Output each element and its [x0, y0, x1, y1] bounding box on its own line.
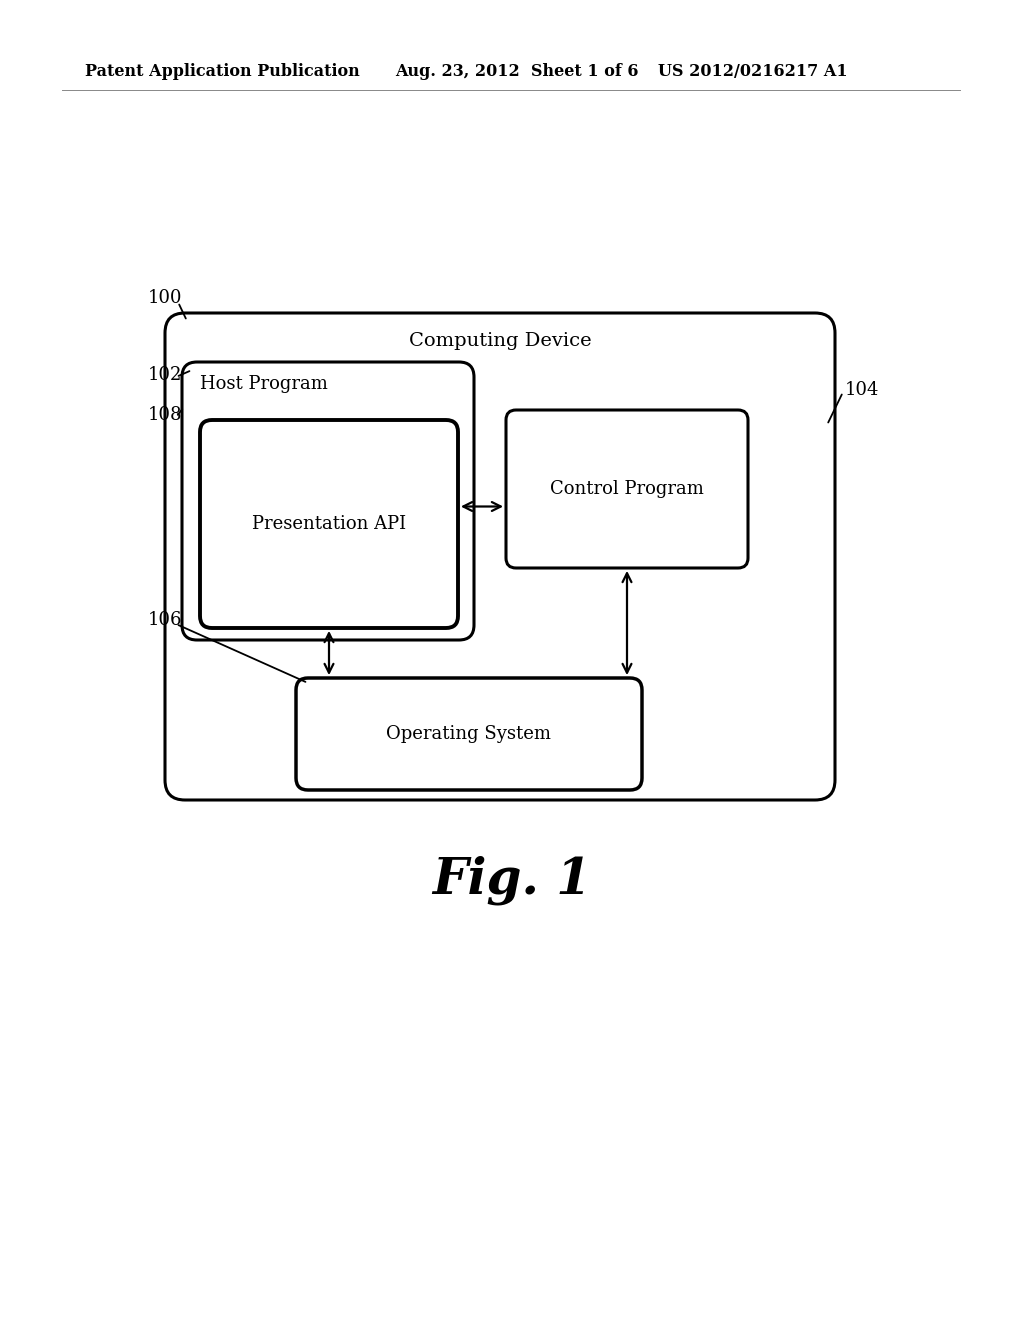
FancyBboxPatch shape [200, 420, 458, 628]
Text: Control Program: Control Program [550, 480, 703, 498]
Text: Aug. 23, 2012  Sheet 1 of 6: Aug. 23, 2012 Sheet 1 of 6 [395, 63, 639, 81]
Text: Computing Device: Computing Device [409, 333, 591, 350]
FancyBboxPatch shape [506, 411, 748, 568]
Text: Operating System: Operating System [386, 725, 552, 743]
Text: 104: 104 [845, 381, 880, 399]
Text: US 2012/0216217 A1: US 2012/0216217 A1 [658, 63, 848, 81]
Text: 100: 100 [148, 289, 182, 308]
Text: Host Program: Host Program [200, 375, 328, 393]
Text: Presentation API: Presentation API [252, 515, 407, 533]
Text: 102: 102 [148, 366, 182, 384]
FancyBboxPatch shape [165, 313, 835, 800]
FancyBboxPatch shape [182, 362, 474, 640]
Text: 108: 108 [148, 407, 182, 424]
FancyBboxPatch shape [296, 678, 642, 789]
Text: Patent Application Publication: Patent Application Publication [85, 63, 359, 81]
Text: 106: 106 [148, 611, 182, 630]
Text: Fig. 1: Fig. 1 [432, 855, 592, 904]
